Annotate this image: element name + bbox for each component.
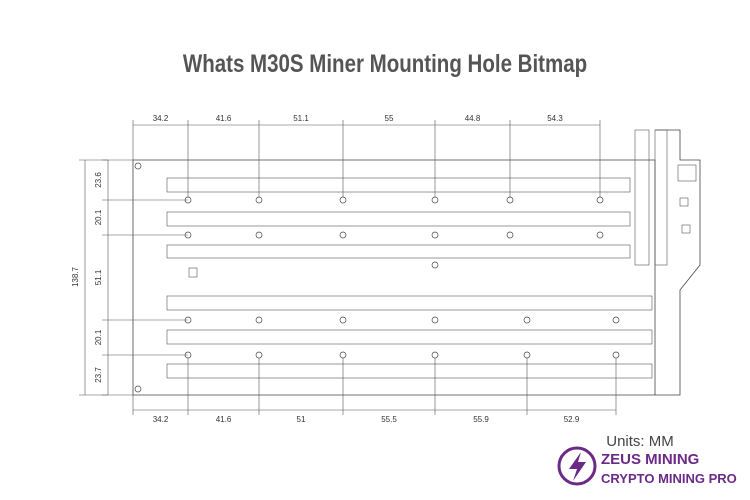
mounting-hole	[506, 231, 514, 239]
mounting-hole	[596, 231, 604, 239]
left-dimension: 20.1	[94, 329, 103, 345]
top-dimension: 55	[385, 114, 394, 123]
bottom-dimension: 41.6	[216, 415, 232, 424]
top-dimension: 41.6	[216, 114, 232, 123]
logo-tagline: CRYPTO MINING PRO	[601, 471, 737, 486]
top-dimension: 54.3	[547, 114, 563, 123]
overall-height: 138.7	[71, 266, 80, 287]
mounting-hole	[612, 351, 620, 359]
mounting-hole	[255, 316, 263, 324]
mounting-hole	[431, 316, 439, 324]
mounting-hole	[255, 231, 263, 239]
bottom-dimension: 55.9	[473, 415, 489, 424]
mounting-hole	[612, 316, 620, 324]
mounting-hole	[339, 231, 347, 239]
mounting-hole	[431, 196, 439, 204]
mounting-hole	[339, 316, 347, 324]
top-dimension: 34.2	[153, 114, 169, 123]
logo: ZEUS MINING CRYPTO MINING PRO	[557, 446, 737, 486]
bottom-dimension: 55.5	[381, 415, 397, 424]
mounting-hole	[523, 351, 531, 359]
mounting-hole	[431, 351, 439, 359]
mounting-hole	[255, 351, 263, 359]
mounting-hole	[506, 196, 514, 204]
top-dimension: 44.8	[465, 114, 481, 123]
mounting-hole	[431, 231, 439, 239]
bottom-dimension: 52.9	[564, 415, 580, 424]
mounting-hole	[255, 196, 263, 204]
mounting-hole	[523, 316, 531, 324]
bottom-dimension: 51	[297, 415, 306, 424]
mounting-hole	[339, 351, 347, 359]
left-dimension: 23.7	[94, 367, 103, 383]
title: Whats M30S Miner Mounting Hole Bitmap	[183, 49, 587, 77]
mounting-hole	[339, 196, 347, 204]
left-dimension: 23.6	[94, 172, 103, 188]
left-dimension: 51.1	[94, 269, 103, 285]
mounting-hole	[596, 196, 604, 204]
bottom-dimension: 34.2	[153, 415, 169, 424]
units: Units: MM	[606, 433, 674, 450]
board	[132, 129, 701, 396]
logo-name: ZEUS MINING	[601, 451, 699, 468]
top-dimension: 51.1	[293, 114, 309, 123]
left-dimension: 20.1	[94, 209, 103, 225]
